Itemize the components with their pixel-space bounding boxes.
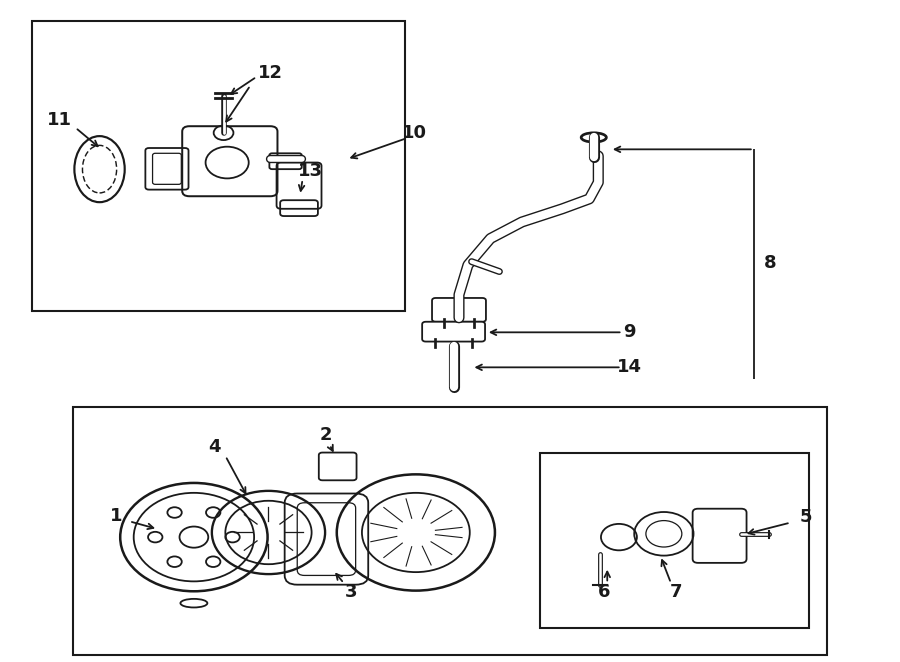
Text: 6: 6 <box>598 583 611 601</box>
Text: 9: 9 <box>624 323 636 342</box>
FancyBboxPatch shape <box>422 322 485 342</box>
Bar <box>540 453 809 628</box>
Circle shape <box>206 557 220 567</box>
Text: 3: 3 <box>345 583 357 601</box>
Bar <box>32 21 405 311</box>
Circle shape <box>167 507 182 518</box>
Text: 5: 5 <box>799 508 812 526</box>
Bar <box>73 407 827 655</box>
Text: 12: 12 <box>257 64 283 82</box>
Ellipse shape <box>581 133 607 142</box>
Text: 2: 2 <box>320 426 332 444</box>
Text: 7: 7 <box>670 583 683 601</box>
Circle shape <box>148 532 162 542</box>
Text: 4: 4 <box>208 438 220 455</box>
Text: 8: 8 <box>763 254 776 272</box>
Circle shape <box>167 557 182 567</box>
Text: 1: 1 <box>110 507 122 525</box>
Circle shape <box>179 526 208 547</box>
FancyBboxPatch shape <box>432 298 486 322</box>
Circle shape <box>225 532 239 542</box>
Text: 14: 14 <box>617 358 643 376</box>
Text: 11: 11 <box>47 111 72 128</box>
Text: 13: 13 <box>298 162 323 180</box>
Circle shape <box>206 507 220 518</box>
Text: 10: 10 <box>401 124 427 142</box>
